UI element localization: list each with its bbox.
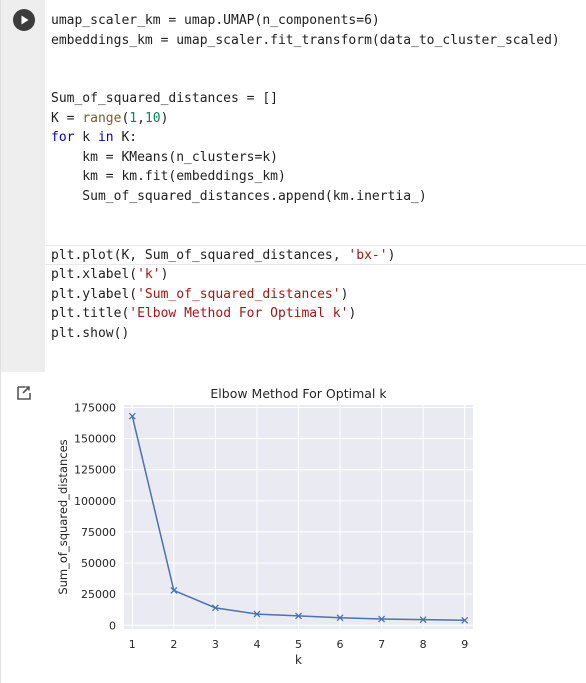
code-token: K: xyxy=(113,130,138,145)
x-tick-label: 3 xyxy=(212,638,219,651)
cell-gutter xyxy=(1,0,45,372)
code-token: ) xyxy=(348,306,357,321)
code-line: Sum_of_squared_distances.append(km.inert… xyxy=(51,187,427,206)
x-tick-label: 8 xyxy=(420,638,427,651)
code-token: K = xyxy=(51,111,83,126)
y-tick-label: 75000 xyxy=(81,526,116,539)
code-token: embeddings_km = umap_scaler.fit_transfor… xyxy=(51,33,560,48)
elbow-chart: 0 25000 50000 75000 100000 125000 150000 175000… xyxy=(56,386,473,667)
data-point-marker xyxy=(253,610,261,618)
code-token: 'Sum_of_squared_distances' xyxy=(137,287,341,302)
code-token: in xyxy=(97,130,114,145)
code-line: K = range(1,10) xyxy=(51,109,168,128)
code-token: plt.ylabel( xyxy=(51,287,138,302)
x-axis-label: k xyxy=(295,653,302,667)
code-token: ) xyxy=(160,267,169,282)
code-token: km = KMeans(n_clusters=k) xyxy=(51,150,278,165)
x-tick-label: 7 xyxy=(378,638,385,651)
code-token: plt.show() xyxy=(51,326,130,341)
data-point-marker xyxy=(170,586,178,594)
y-tick-label: 50000 xyxy=(81,557,116,570)
cell-output: 0 25000 50000 75000 100000 125000 150000 175000… xyxy=(1,372,586,683)
code-line: for k in K: xyxy=(51,128,137,147)
code-token: plt.xlabel( xyxy=(51,267,138,282)
x-tick-label: 4 xyxy=(253,638,260,651)
data-point-marker xyxy=(336,614,344,622)
code-line: embeddings_km = umap_scaler.fit_transfor… xyxy=(51,31,560,50)
code-token: 10 xyxy=(144,111,161,126)
code-token: range xyxy=(82,111,122,126)
code-line: plt.xlabel('k') xyxy=(51,265,168,284)
code-token: 1 xyxy=(129,111,138,126)
code-token: umap_scaler_km = umap.UMAP(n_components=… xyxy=(51,13,380,28)
code-token: ( xyxy=(121,111,130,126)
code-editor[interactable]: umap_scaler_km = umap.UMAP(n_components=… xyxy=(45,0,586,372)
y-tick-label: 100000 xyxy=(74,495,116,508)
code-token: 'Elbow Method For Optimal k' xyxy=(129,306,349,321)
code-token: ) xyxy=(160,111,169,126)
run-cell-button[interactable] xyxy=(13,9,35,31)
y-tick-label: 150000 xyxy=(74,433,116,446)
code-token: plt.plot(K, Sum_of_squared_distances, xyxy=(51,248,349,263)
x-tick-label: 5 xyxy=(295,638,302,651)
code-line: km = KMeans(n_clusters=k) xyxy=(51,148,278,167)
code-line: umap_scaler_km = umap.UMAP(n_components=… xyxy=(51,11,380,30)
code-token: 'bx-' xyxy=(348,248,388,263)
play-icon xyxy=(21,15,29,25)
chart-title: Elbow Method For Optimal k xyxy=(210,386,387,401)
x-tick-label: 1 xyxy=(129,638,136,651)
data-point-marker xyxy=(419,616,427,624)
y-tick-label: 25000 xyxy=(81,588,116,601)
x-tick-label: 9 xyxy=(461,638,468,651)
code-token: for xyxy=(51,130,75,145)
code-token: k xyxy=(74,130,98,145)
code-token: , xyxy=(137,111,145,126)
code-cell: umap_scaler_km = umap.UMAP(n_components=… xyxy=(1,0,586,372)
y-tick-label: 175000 xyxy=(74,401,116,414)
active-line-highlight xyxy=(45,245,586,265)
y-tick-label: 0 xyxy=(109,619,116,632)
data-point-marker xyxy=(211,604,219,612)
code-line: Sum_of_squared_distances = [] xyxy=(51,89,278,108)
code-token: 'k' xyxy=(137,267,161,282)
y-tick-label: 125000 xyxy=(74,464,116,477)
code-token: plt.title( xyxy=(51,306,130,321)
code-token: ) xyxy=(387,248,396,263)
data-point-marker xyxy=(378,615,386,623)
code-line: plt.ylabel('Sum_of_squared_distances') xyxy=(51,285,348,304)
data-point-marker xyxy=(128,412,136,420)
output-icon[interactable] xyxy=(16,384,34,402)
code-line: plt.plot(K, Sum_of_squared_distances, 'b… xyxy=(51,246,395,265)
data-point-marker xyxy=(295,612,302,620)
y-axis-label: Sum_of_squared_distances xyxy=(56,439,70,594)
code-line: km = km.fit(embeddings_km) xyxy=(51,167,286,186)
code-line: plt.title('Elbow Method For Optimal k') xyxy=(51,304,356,323)
x-tick-label: 6 xyxy=(337,638,344,651)
data-point-marker xyxy=(461,616,469,624)
code-token: Sum_of_squared_distances.append(km.inert… xyxy=(51,189,427,204)
x-tick-label: 2 xyxy=(170,638,177,651)
code-token: Sum_of_squared_distances = [] xyxy=(51,91,278,106)
code-token: km = km.fit(embeddings_km) xyxy=(51,169,286,184)
code-token: ) xyxy=(340,287,349,302)
code-line: plt.show() xyxy=(51,324,129,343)
